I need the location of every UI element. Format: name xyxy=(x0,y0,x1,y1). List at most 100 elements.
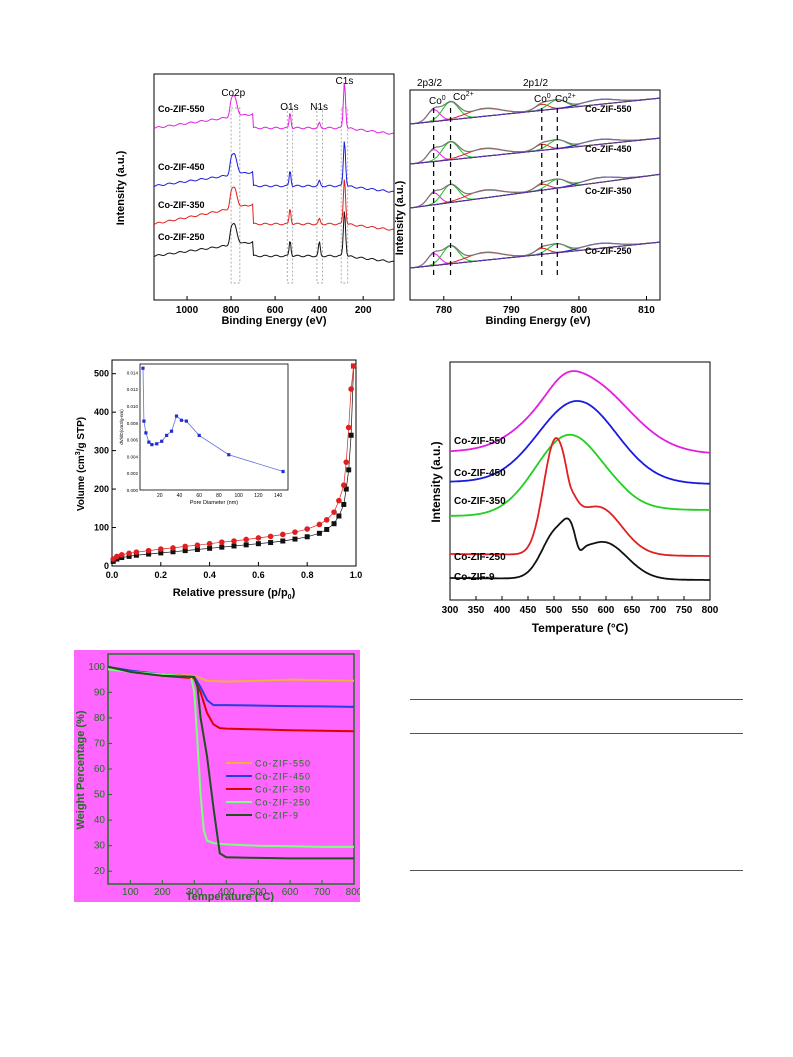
xps-co2p-xlabel: Binding Energy (eV) xyxy=(485,315,590,327)
isotherm-x-tick-label: 0.2 xyxy=(155,570,168,580)
isotherm-point-square xyxy=(219,544,225,550)
inset-point xyxy=(197,433,201,437)
co2p-tick-label: 790 xyxy=(503,305,520,316)
inset-point xyxy=(179,418,184,422)
co2p-annot-co0-a: Co0 xyxy=(429,95,446,107)
xps-survey-xlabel: Binding Energy (eV) xyxy=(221,315,326,327)
tga-xlabel: Temperature (ºC) xyxy=(186,891,274,902)
isotherm-point-square xyxy=(324,526,330,532)
co2p-annot-2p12: 2p1/2 xyxy=(523,78,548,89)
isotherm-point-circle xyxy=(194,542,201,549)
inset-frame xyxy=(139,363,289,491)
isotherm-panel: 0.0 0.2 0.4 0.6 0.8 1.0 0 100 200 300 400 500 20 40 6… xyxy=(72,352,372,602)
tga-legend-label: Co-ZIF-550 xyxy=(255,759,311,769)
xps-survey-peak-box xyxy=(230,107,241,284)
isotherm-point-circle xyxy=(350,363,357,369)
xps-survey-peak-label: C1s xyxy=(336,76,354,87)
inset-y-tick-label: 0.006 xyxy=(127,438,139,443)
isotherm-point-square xyxy=(280,538,286,544)
isotherm-point-square xyxy=(255,541,261,547)
inset-y-tick-label: 0.004 xyxy=(127,454,139,459)
tga-y-tick-label: 90 xyxy=(94,687,106,698)
xps-survey-peak-label: N1s xyxy=(310,102,328,113)
inset-x-tick-label: 140 xyxy=(274,493,283,499)
tga-x-tick-label: 200 xyxy=(154,887,171,898)
xps-survey-curve xyxy=(153,179,394,231)
co2p-annot-2p32: 2p3/2 xyxy=(417,78,442,89)
tga-legend-label: Co-ZIF-350 xyxy=(255,785,311,795)
isotherm-point-circle xyxy=(145,547,152,554)
co2p-tick-label: 780 xyxy=(435,305,452,316)
tpr-series-label: Co-ZIF-450 xyxy=(454,468,506,479)
tpr-panel: 300 350 400 450 500 550 600 650 700 750 800 Co-ZIF… xyxy=(420,352,720,637)
tga-legend-label: Co-ZIF-450 xyxy=(255,772,311,782)
isotherm-point-circle xyxy=(343,459,350,465)
xps-survey-series-label: Co-ZIF-550 xyxy=(158,104,205,114)
tga-legend-label: Co-ZIF-250 xyxy=(255,798,311,808)
inset-point xyxy=(155,442,159,446)
isotherm-point-circle xyxy=(182,543,188,550)
tpr-tick-label: 650 xyxy=(624,605,641,616)
isotherm-point-circle xyxy=(341,482,347,489)
isotherm-line xyxy=(113,365,354,562)
isotherm-point-square xyxy=(343,486,349,492)
tga-x-tick-label: 700 xyxy=(314,887,331,898)
tga-x-tick-label: 400 xyxy=(218,887,235,898)
co2p-series-label: Co-ZIF-550 xyxy=(585,104,632,114)
tpr-series-label: Co-ZIF-550 xyxy=(454,436,506,447)
tga-x-tick-label: 100 xyxy=(122,887,139,898)
table-rule-top xyxy=(410,699,743,700)
tga-y-tick-label: 40 xyxy=(94,815,106,826)
co2p-annot-co2-a: Co2+ xyxy=(453,91,474,103)
isotherm-y-tick-label: 0 xyxy=(104,561,109,571)
tpr-series-label: Co-ZIF-350 xyxy=(454,496,506,507)
isotherm-point-square xyxy=(316,530,322,536)
isotherm-point-square xyxy=(331,521,337,527)
isotherm-point-circle xyxy=(231,538,237,544)
isotherm-y-tick-label: 500 xyxy=(94,369,109,379)
inset-point xyxy=(184,419,188,423)
xps-co2p-ylabel: Intensity (a.u.) xyxy=(395,180,406,255)
tga-ylabel: Weight Percentage (%) xyxy=(75,710,87,829)
tpr-chart: 300 350 400 450 500 550 600 650 700 750 800 Co-ZIF… xyxy=(429,361,719,635)
tga-y-tick-label: 30 xyxy=(94,841,106,852)
inset-y-tick-label: 0.014 xyxy=(127,370,139,375)
isotherm-y-tick-label: 400 xyxy=(94,407,109,417)
isotherm-chart: 0.0 0.2 0.4 0.6 0.8 1.0 0 100 200 300 400 500 20 40 6… xyxy=(75,359,362,601)
inset-point xyxy=(174,414,179,418)
co2p-baseline xyxy=(409,173,661,209)
isotherm-point-circle xyxy=(316,521,323,528)
inset-ylabel: dV/dD(cm3/g-nm) xyxy=(119,409,124,445)
inset-y-tick-label: 0.010 xyxy=(127,404,139,409)
isotherm-point-square xyxy=(133,552,139,558)
co2p-series-label: Co-ZIF-350 xyxy=(585,186,632,196)
co2p-baseline xyxy=(409,137,661,165)
isotherm-line xyxy=(112,365,354,560)
isotherm-point-square xyxy=(304,534,310,540)
tga-y-tick-label: 70 xyxy=(94,738,106,749)
table-rule-bottom xyxy=(410,870,743,871)
xps-co2p-panel: 780 790 800 810 Co-ZIF-550 Co-ZIF-450 Co-ZIF-… xyxy=(394,68,665,333)
tpr-curve xyxy=(450,437,710,557)
isotherm-y-tick-label: 100 xyxy=(94,523,109,533)
tpr-series-label: Co-ZIF-9 xyxy=(454,572,495,583)
isotherm-y-tick-label: 200 xyxy=(94,484,109,494)
xps-survey-peak-box xyxy=(286,107,294,284)
isotherm-x-tick-label: 0.4 xyxy=(203,570,216,580)
tpr-tick-label: 600 xyxy=(598,605,615,616)
inset-point xyxy=(150,443,154,447)
inset-y-tick-label: 0.000 xyxy=(127,488,139,493)
isotherm-point-square xyxy=(243,542,249,548)
xps-survey-tick-label: 800 xyxy=(223,305,240,316)
xps-survey-curve xyxy=(153,141,394,193)
inset-y-tick-label: 0.008 xyxy=(127,421,139,426)
xps-survey-peak-box xyxy=(340,107,349,284)
tga-x-tick-label: 800 xyxy=(346,887,360,898)
tpr-ylabel: Intensity (a.u.) xyxy=(429,441,443,522)
isotherm-point-square xyxy=(336,513,342,519)
isotherm-point-circle xyxy=(323,517,330,523)
tpr-curve xyxy=(450,517,710,581)
xps-co2p-chart: 780 790 800 810 Co-ZIF-550 Co-ZIF-450 Co-ZIF-… xyxy=(394,78,661,327)
tpr-tick-label: 800 xyxy=(702,605,719,616)
tpr-tick-label: 300 xyxy=(442,605,459,616)
